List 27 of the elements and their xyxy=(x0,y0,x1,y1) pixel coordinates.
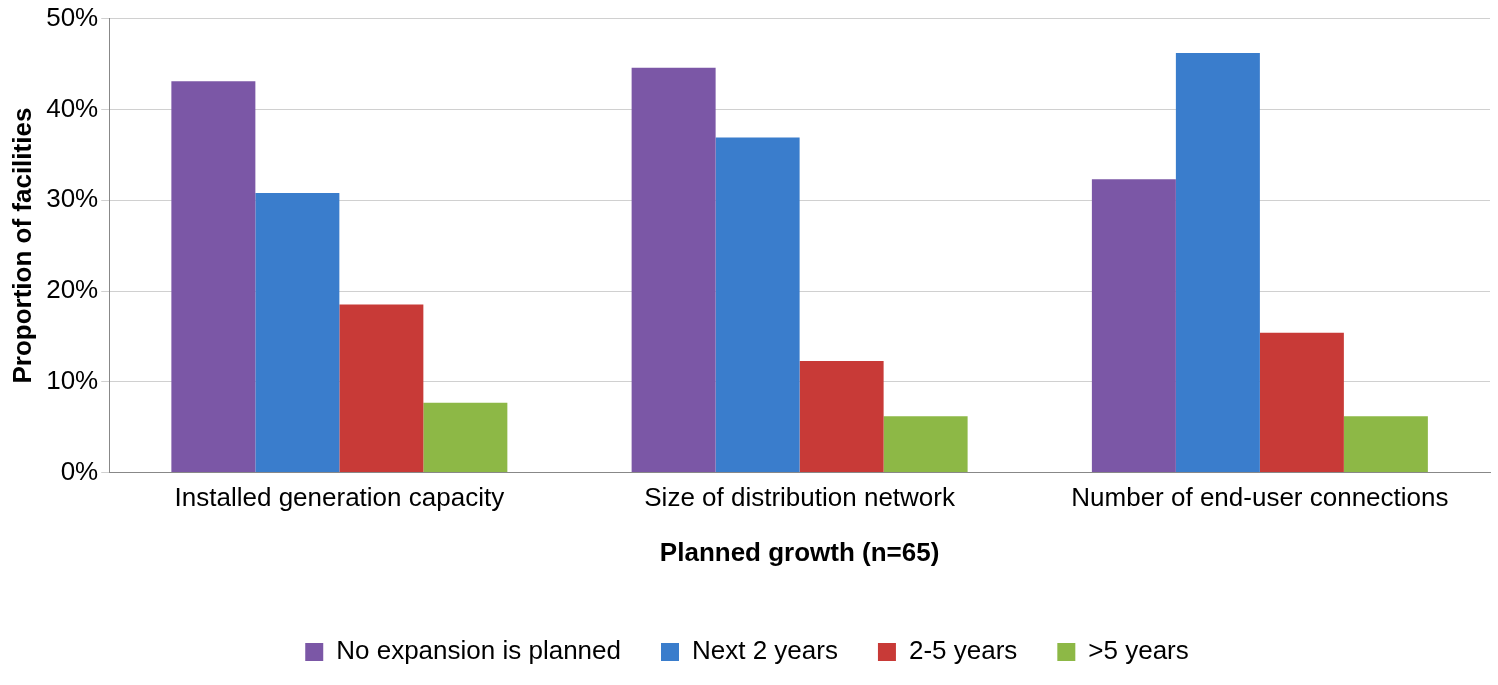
bar xyxy=(631,67,716,473)
bar xyxy=(255,192,340,473)
y-tick-label: 40% xyxy=(46,92,99,123)
bar xyxy=(883,416,968,473)
bar xyxy=(1091,179,1176,473)
y-tick-label: 30% xyxy=(46,183,99,214)
bar xyxy=(339,304,424,473)
legend-label: 2-5 years xyxy=(908,635,1018,666)
x-tick-label: Number of end-user connections xyxy=(1071,482,1449,513)
bar xyxy=(1343,416,1428,473)
legend-label: >5 years xyxy=(1088,635,1189,666)
bar xyxy=(715,137,800,473)
x-tick-label: Installed generation capacity xyxy=(174,482,505,513)
bar xyxy=(423,402,508,473)
y-tick-label: 10% xyxy=(46,364,99,395)
bar xyxy=(171,81,256,473)
y-axis-title: Proportion of facilities xyxy=(6,107,37,384)
legend-label: Next 2 years xyxy=(691,635,838,666)
bar xyxy=(1175,53,1260,473)
x-axis-title: Planned growth (n=65) xyxy=(659,536,940,567)
bar xyxy=(1259,332,1344,473)
y-tick-label: 50% xyxy=(46,1,99,32)
y-tick-label: 20% xyxy=(46,274,99,305)
y-tick-label: 0% xyxy=(60,455,99,486)
bar xyxy=(799,360,884,473)
legend-label: No expansion is planned xyxy=(336,635,621,666)
x-tick-label: Size of distribution network xyxy=(644,482,956,513)
